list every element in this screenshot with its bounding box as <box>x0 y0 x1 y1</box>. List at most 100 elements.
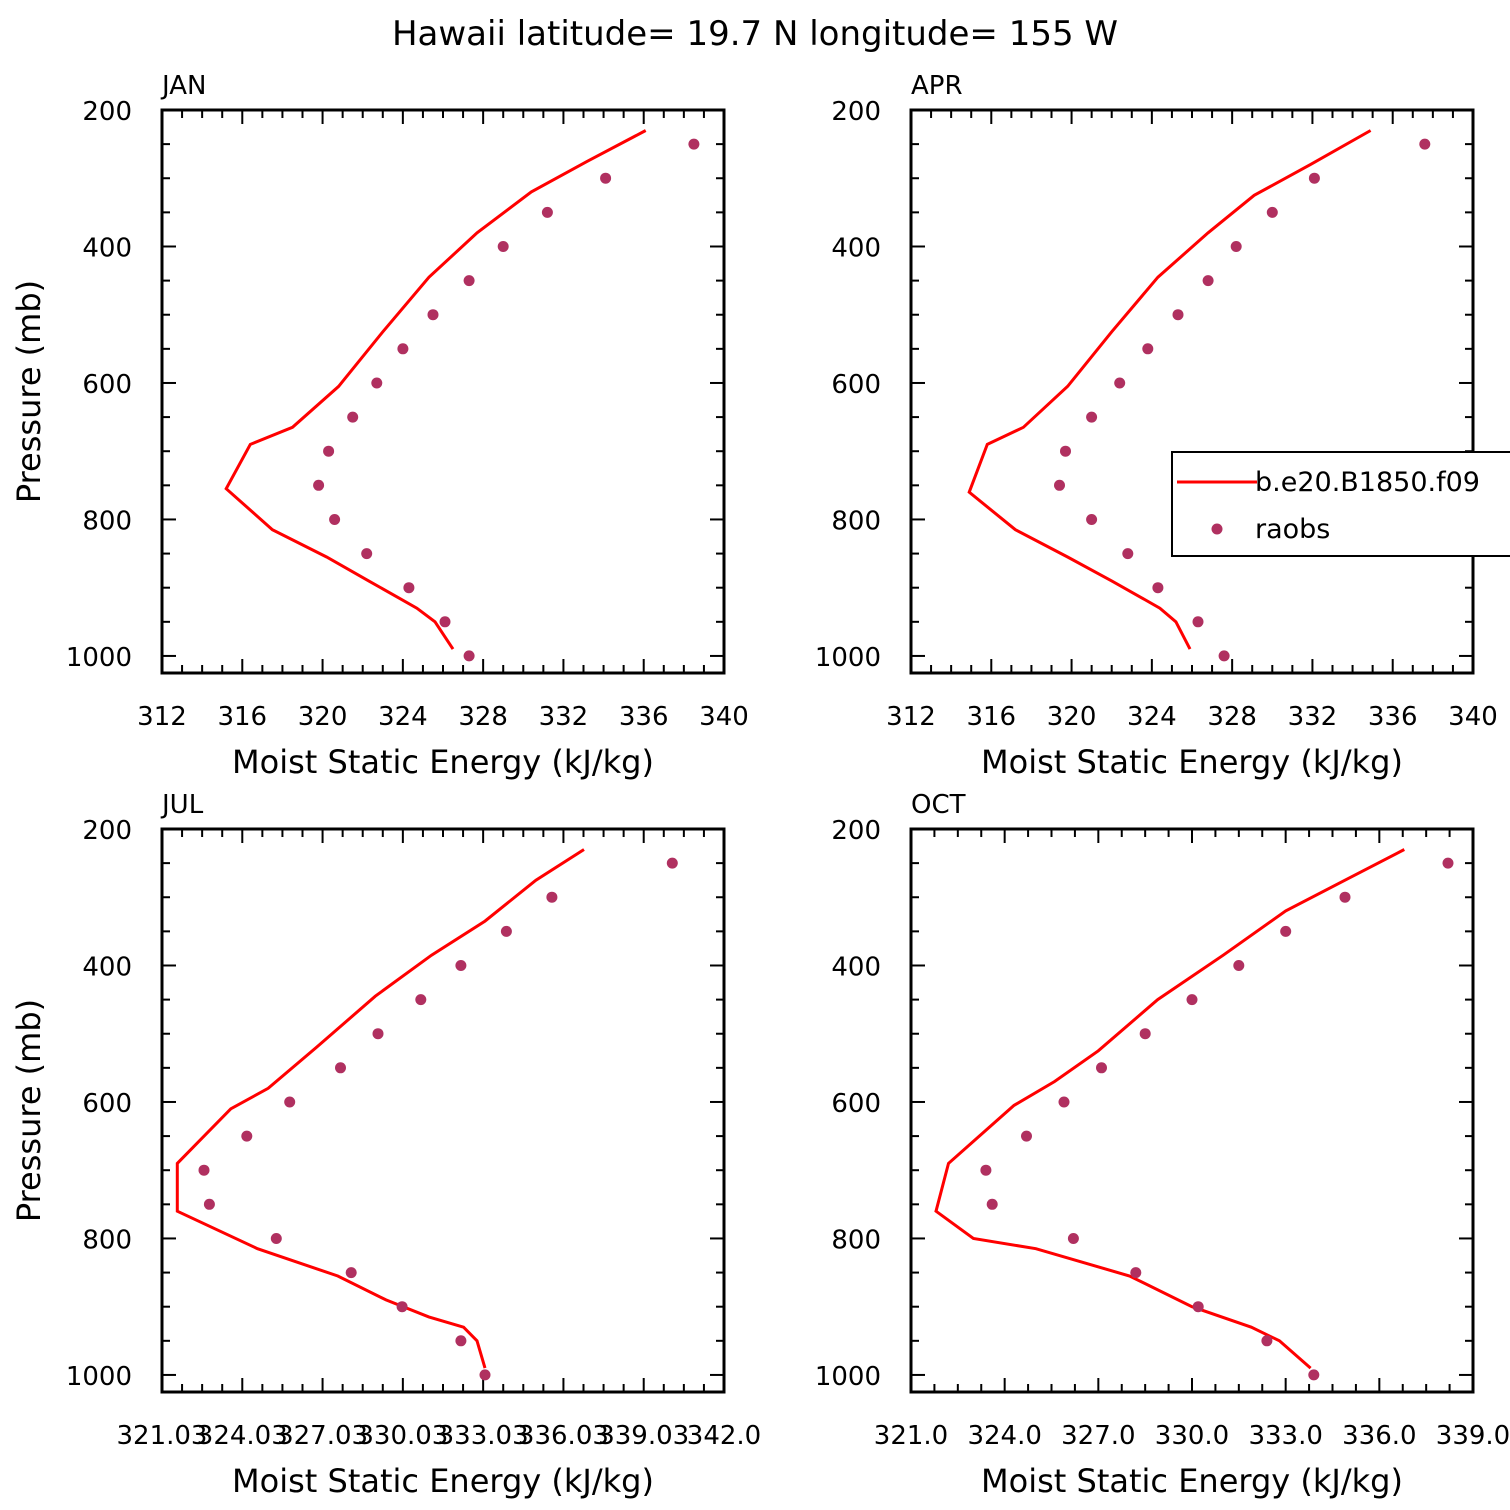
raobs-point <box>986 1198 998 1210</box>
chart-panel-oct: 321.0 324.0 327.0 330.0 333.0 336.0 339.0 200 40… <box>815 790 1510 1500</box>
model-series-line <box>175 848 585 1369</box>
x-tick-label: 320 <box>1047 702 1097 732</box>
raobs-point <box>1202 275 1214 287</box>
panel-label: APR <box>911 71 963 101</box>
x-tick-label: 312 <box>137 702 187 732</box>
x-tick-label: 312 <box>886 702 936 732</box>
x-tick-label: 340 <box>1448 702 1498 732</box>
raobs-point <box>1280 925 1292 937</box>
x-tick-label: 327.0 <box>1061 1421 1135 1451</box>
x-tick-label: 332 <box>1288 702 1338 732</box>
raobs-point <box>666 857 678 869</box>
raobs-point <box>1054 479 1065 491</box>
legend-label-raobs: raobs <box>1255 514 1330 545</box>
x-tick-label: 328 <box>458 702 508 732</box>
raobs-point <box>361 548 373 560</box>
legend: b.e20.B1850.f09 raobs <box>1171 451 1510 557</box>
raobs-point <box>1419 138 1431 150</box>
y-tick-label: 400 <box>82 233 132 263</box>
plot-frame <box>160 827 726 1394</box>
y-tick-label: 1000 <box>66 643 132 673</box>
model-series-line <box>224 129 647 650</box>
raobs-point <box>600 172 612 184</box>
legend-dot-swatch <box>1211 523 1223 535</box>
raobs-point <box>335 1062 346 1074</box>
chart-panel-jul: 321.03324.03327.03330.03333.03336.03339.… <box>10 790 761 1500</box>
panel-label: JUL <box>160 790 204 820</box>
x-tick-label: 333.0 <box>1248 1421 1322 1451</box>
raobs-point <box>1172 309 1184 321</box>
x-tick-label: 336.0 <box>1342 1421 1416 1451</box>
raobs-point <box>1308 172 1320 184</box>
x-tick-label: 333.03 <box>438 1421 529 1451</box>
raobs-point <box>1218 650 1230 662</box>
raobs-point <box>1058 1096 1070 1108</box>
x-axis-label: Moist Static Energy (kJ/kg) <box>981 743 1403 781</box>
x-axis-label: Moist Static Energy (kJ/kg) <box>232 1462 654 1500</box>
raobs-point <box>397 343 409 355</box>
y-tick-label: 600 <box>831 1089 881 1119</box>
x-tick-label: 339.0 <box>1436 1421 1510 1451</box>
raobs-point <box>500 925 512 937</box>
x-tick-label: 336.03 <box>518 1421 609 1451</box>
legend-label-model: b.e20.B1850.f09 <box>1255 467 1480 498</box>
y-tick-label: 400 <box>82 952 132 982</box>
raobs-point <box>241 1130 253 1142</box>
raobs-point <box>1060 445 1071 457</box>
y-tick-label: 200 <box>831 97 881 127</box>
raobs-point <box>1192 616 1204 628</box>
raobs-point <box>203 1198 215 1210</box>
x-axis-label: Moist Static Energy (kJ/kg) <box>232 743 654 781</box>
raobs-point <box>1130 1267 1142 1279</box>
raobs-point <box>1067 1233 1079 1244</box>
model-series-line <box>967 129 1372 650</box>
panel-label: OCT <box>911 790 966 820</box>
raobs-point <box>980 1164 992 1176</box>
raobs-point <box>546 891 558 903</box>
model-series-line <box>934 848 1405 1370</box>
raobs-point <box>479 1369 491 1381</box>
chart-panel-jan: 312 316 320 324 328 332 336 340 200 400 600 800 1000… <box>10 71 749 781</box>
x-tick-label: 332 <box>539 702 589 732</box>
raobs-point <box>1339 891 1351 903</box>
x-tick-label: 330.03 <box>357 1421 448 1451</box>
x-tick-label: 330.0 <box>1155 1421 1229 1451</box>
raobs-point <box>345 1267 357 1279</box>
x-tick-label: 327.03 <box>277 1421 368 1451</box>
raobs-point <box>371 377 383 389</box>
raobs-point <box>1021 1130 1032 1142</box>
y-tick-label: 400 <box>831 233 881 263</box>
raobs-point <box>1122 548 1134 560</box>
plot-frame <box>160 108 726 675</box>
x-tick-label: 339.03 <box>598 1421 689 1451</box>
x-tick-label: 328 <box>1207 702 1257 732</box>
legend-box <box>1171 451 1510 557</box>
raobs-point <box>396 1301 408 1313</box>
raobs-point <box>403 582 415 594</box>
x-tick-label: 336 <box>1368 702 1418 732</box>
raobs-point <box>455 960 467 971</box>
y-tick-label: 1000 <box>815 1362 881 1392</box>
y-tick-label: 600 <box>831 370 881 400</box>
raobs-point <box>1086 411 1098 423</box>
y-tick-label: 800 <box>831 1225 881 1255</box>
raobs-point <box>463 650 475 662</box>
raobs-point <box>1266 206 1278 218</box>
raobs-point <box>463 275 475 287</box>
raobs-point <box>415 994 427 1006</box>
raobs-point <box>1114 377 1126 389</box>
raobs-point <box>1192 1301 1204 1313</box>
y-tick-label: 600 <box>82 1089 132 1119</box>
x-tick-label: 324 <box>1127 702 1177 732</box>
raobs-point <box>284 1096 296 1108</box>
x-tick-label: 316 <box>217 702 267 732</box>
y-tick-label: 1000 <box>66 1362 132 1392</box>
y-axis-label: Pressure (mb) <box>10 999 48 1222</box>
raobs-point <box>372 1028 384 1040</box>
x-tick-label: 324.0 <box>967 1421 1041 1451</box>
raobs-point <box>455 1335 467 1347</box>
x-tick-label: 321.0 <box>874 1421 948 1451</box>
y-tick-label: 1000 <box>815 643 881 673</box>
raobs-point <box>347 411 359 423</box>
